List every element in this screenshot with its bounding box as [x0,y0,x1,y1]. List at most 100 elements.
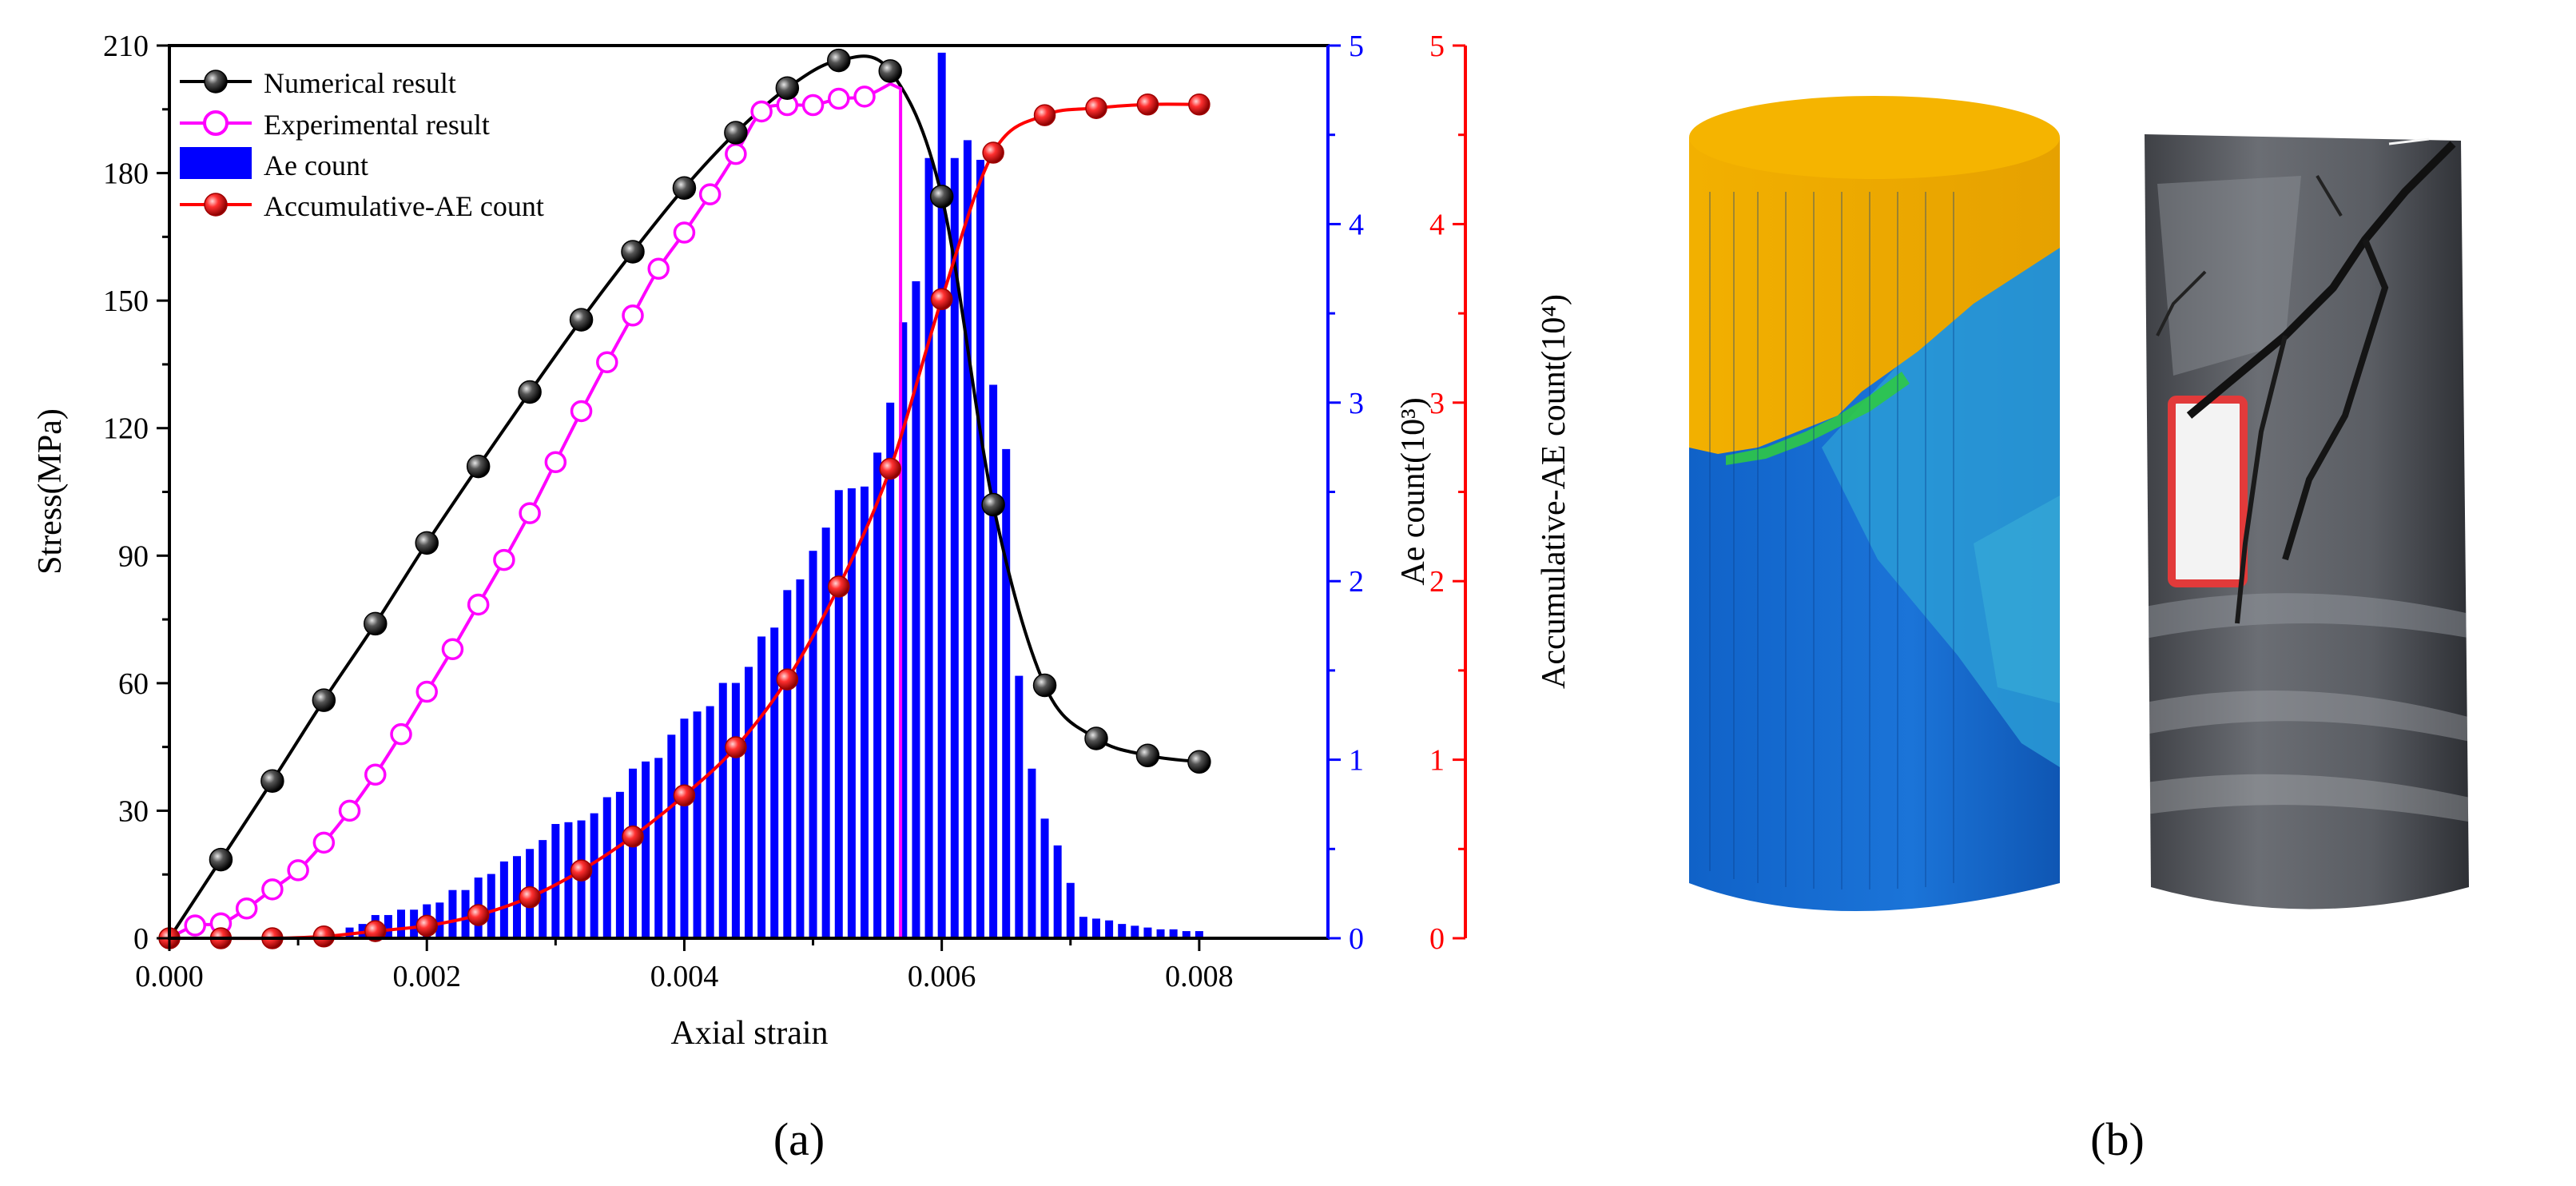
numerical-marker [724,121,748,145]
ae-count-bar [693,711,702,938]
ae-axis-label: Ae count(10³) [1395,397,1432,585]
numerical-marker [209,847,233,872]
ae-count-bar [435,902,444,938]
legend-item-ae-count: Ae count [180,147,368,181]
ae-count-bar [602,797,611,938]
numerical-marker [621,240,645,264]
ae-count-bar [1169,929,1178,938]
numerical-marker [775,76,800,100]
ae-count-bar [1105,920,1114,938]
accumulative-marker [879,457,901,480]
ae-count-bar [989,384,998,939]
experimental-marker [364,763,387,786]
numerical-marker [466,454,491,479]
experimental-marker [338,799,361,822]
ae-count-bar [1015,675,1024,938]
x-tick-label: 0.000 [135,960,204,993]
ae-count-bar [861,486,869,938]
legend-item-experimental: Experimental result [180,109,490,141]
stress-tick-label: 150 [103,285,149,318]
ae-count-bar [757,636,766,938]
ae-count-bar [461,890,470,938]
cum-tick-label: 4 [1429,208,1445,241]
experimental-marker [493,548,515,571]
ae-count-bar [745,667,753,938]
experimental-marker [184,914,206,937]
ae-count-bar [1118,924,1127,938]
ae-tick-label: 0 [1349,922,1364,956]
accumulative-marker [982,141,1004,164]
stress-tick-label: 60 [118,667,149,701]
stress-tick-label: 210 [103,30,149,63]
ae-tick-label: 2 [1349,565,1364,599]
x-tick-label: 0.006 [908,960,976,993]
experimental-marker [441,638,464,661]
numerical-marker [827,48,851,73]
ae-count-bar [821,527,830,938]
ae-count-bar [642,761,650,938]
ae-count-bar [1040,818,1049,938]
stress-tick-label: 180 [103,157,149,191]
numerical-result-line [168,54,1200,940]
ae-count-bar [731,683,740,938]
numerical-marker [1084,726,1108,750]
numerical-marker [672,176,697,200]
cum-tick-label: 2 [1429,565,1445,599]
ae-count-bar [384,914,392,938]
experimental-specimen-photo [2145,134,2469,909]
experimental-marker [750,100,773,123]
accumulative-marker [1188,93,1210,116]
stress-axis: 0 30 60 90 120 150 180 210 [103,30,169,956]
ae-count-bar [847,488,856,938]
ae-tick-label: 3 [1349,387,1364,420]
chart-panel-a: 0.000 0.002 0.004 0.006 0.008 03060901201501… [32,30,1572,1165]
experimental-marker [698,183,722,205]
ae-count-bar [1066,882,1075,938]
numerical-marker [415,531,439,555]
numerical-marker [1135,743,1160,768]
experimental-marker [467,593,490,616]
ae-count-bar [1092,918,1100,938]
ae-count-bar [629,768,637,938]
experimental-marker [828,87,850,110]
ae-tick-label: 5 [1349,30,1364,63]
numerical-marker [981,492,1005,517]
ae-count-bar [513,856,521,938]
legend-label-ae-count: Ae count [264,149,368,181]
numerical-marker [878,59,902,83]
legend-label-accumulative: Accumulative-AE count [264,190,544,222]
experimental-marker [853,86,876,108]
ae-count-bar [770,627,779,938]
cum-tick-label: 3 [1429,387,1445,420]
ae-count-bar [487,874,495,938]
ae-count-bar [1079,917,1087,938]
cum-tick-label: 1 [1429,744,1445,778]
panel-a-label: (a) [773,1113,825,1165]
accumulative-marker [828,575,850,598]
ae-count-bar [718,683,727,938]
photo-panel-b: (b) [1689,96,2469,1165]
experimental-marker [673,221,696,244]
numerical-marker [312,688,336,712]
ae-tick-label: 4 [1349,208,1364,241]
numerical-marker [364,611,388,636]
accumulative-marker [1033,104,1056,126]
experimental-marker [235,897,258,920]
ae-count-bar [564,822,573,938]
ae-count-bar [976,159,984,938]
ae-count-bar [963,140,972,939]
numerical-marker [518,380,542,404]
accumulative-marker [725,736,747,758]
ae-count-bar [1131,925,1139,938]
x-tick-label: 0.002 [392,960,461,993]
experimental-marker [596,351,618,374]
experimental-marker [570,400,593,423]
ae-count-bar [667,734,676,938]
stress-tick-label: 0 [133,922,149,956]
ae-count-bar [1195,931,1203,938]
stress-tick-label: 90 [118,539,149,573]
numerical-marker [1187,750,1211,774]
numerical-marker [1032,673,1057,698]
ae-count-bar [809,551,817,938]
